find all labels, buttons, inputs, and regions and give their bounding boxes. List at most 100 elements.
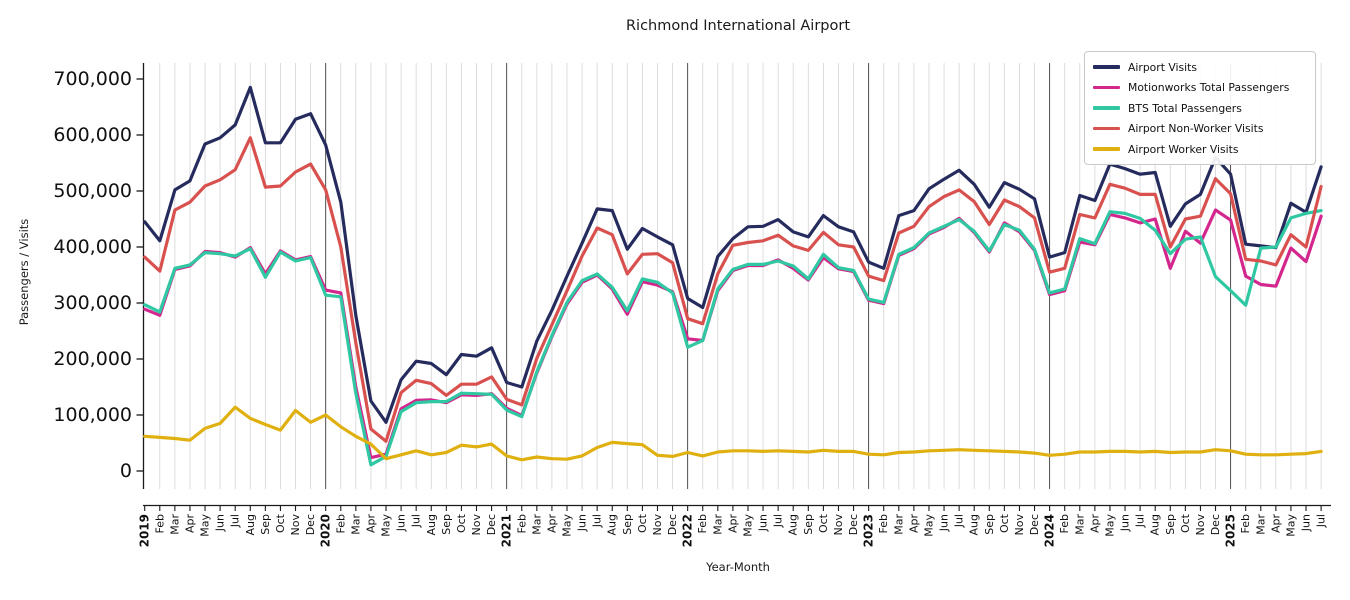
x-tick-label-month: Feb (877, 514, 890, 533)
legend: Airport Visits Motionworks Total Passenge… (1084, 51, 1316, 165)
x-tick-label-year: 2025 (1224, 514, 1238, 547)
legend-item-airport-visits: Airport Visits (1093, 60, 1305, 74)
x-tick-label-month: May (560, 514, 573, 537)
series-line-airport-visits (143, 85, 1323, 424)
y-tick-label: 100,000 (53, 404, 132, 426)
x-tick-label-year: 2019 (138, 514, 152, 547)
x-tick-label-month: Dec (1209, 514, 1222, 535)
x-tick-label-month: Jul (229, 514, 242, 528)
x-tick-label-month: Sep (621, 514, 634, 535)
series-line-airport-non-worker-visits (143, 136, 1323, 443)
x-tick-label-month: Jun (576, 514, 589, 532)
x-tick-label-month: Mar (1073, 514, 1086, 535)
legend-swatch-bts-total-passengers (1093, 106, 1120, 110)
x-tick-label-month: Mar (892, 514, 905, 535)
x-tick-label-month: Oct (636, 513, 649, 533)
x-tick-label-month: Dec (304, 514, 317, 535)
y-axis: 0 100,000 200,000 300,000 400,000 500,000 600,… (53, 63, 145, 489)
y-tick-label: 600,000 (53, 124, 132, 146)
y-tick-label: 300,000 (53, 292, 132, 314)
x-tick-label-month: May (380, 514, 393, 537)
legend-label: Airport Visits (1128, 60, 1198, 74)
x-tick-label-month: Nov (1194, 514, 1207, 536)
x-tick-label-month: Mar (711, 514, 724, 535)
x-tick-label-month: Apr (364, 514, 377, 534)
x-tick-label-month: Feb (1058, 514, 1071, 533)
x-tick-label-month: Jun (214, 514, 227, 532)
legend-item-airport-non-worker-visits: Airport Non-Worker Visits (1093, 122, 1305, 136)
x-tick-label-month: Sep (1164, 514, 1177, 535)
x-tick-label-month: May (741, 514, 754, 537)
x-tick-label-month: Jun (395, 514, 408, 532)
x-tick-label-year: 2020 (319, 514, 333, 547)
x-tick-label-month: Jul (1134, 514, 1147, 528)
series-line-bts-total-passengers (143, 209, 1323, 467)
x-tick-label-month: Apr (726, 514, 739, 534)
x-tick-label-month: Oct (817, 513, 830, 533)
x-axis-title: Year-Month (706, 560, 770, 574)
x-tick-label-month: Jul (953, 514, 966, 528)
x-tick-label-month: Mar (1254, 514, 1267, 535)
x-tick-label-month: Aug (425, 514, 438, 535)
x-tick-label-month: Dec (666, 514, 679, 535)
x-tick-label-month: Feb (153, 514, 166, 533)
x-tick-label-month: Nov (832, 514, 845, 536)
x-tick-label-month: Oct (455, 513, 468, 533)
x-tick-label-month: Jul (772, 514, 785, 528)
gridlines (159, 63, 1322, 489)
x-tick-label-month: Aug (1149, 514, 1162, 535)
x-tick-label-month: Jul (410, 514, 423, 528)
legend-label: Motionworks Total Passengers (1128, 81, 1290, 94)
x-tick-label-month: May (199, 514, 212, 537)
x-tick-label-month: Apr (545, 514, 558, 534)
x-tick-label-month: Apr (1269, 514, 1282, 534)
x-tick-label-month: Nov (651, 514, 664, 536)
legend-swatch-airport-visits (1093, 65, 1120, 69)
x-tick-label-month: May (1284, 514, 1297, 537)
legend-item-airport-worker-visits: Airport Worker Visits (1093, 142, 1305, 156)
x-tick-label-month: Aug (968, 514, 981, 535)
x-tick-label-month: Sep (440, 514, 453, 535)
y-tick-label: 400,000 (53, 236, 132, 258)
legend-swatch-airport-non-worker-visits (1093, 126, 1120, 131)
x-tick-label-month: May (922, 514, 935, 537)
x-tick-label-year: 2021 (500, 514, 514, 547)
x-tick-label-month: Apr (907, 514, 920, 534)
x-tick-label-month: Nov (1013, 514, 1026, 536)
x-axis: 2019 Feb Mar Apr May Jun Jul Aug Sep Oct Nov Dec 202… (138, 504, 1331, 547)
x-tick-label-month: Oct (1179, 513, 1192, 533)
x-tick-label-month: Mar (168, 514, 181, 535)
x-tick-label-month: Feb (696, 514, 709, 533)
x-tick-label-month: Jul (1315, 514, 1328, 528)
x-tick-label-month: May (1103, 514, 1116, 537)
y-tick-label: 0 (120, 460, 132, 482)
x-tick-label-month: Apr (183, 514, 196, 534)
y-tick-label: 700,000 (53, 68, 132, 90)
x-tick-label-month: Jul (591, 514, 604, 528)
legend-item-motionworks-total-passengers: Motionworks Total Passengers (1093, 81, 1305, 95)
series-line-airport-worker-visits (143, 405, 1323, 462)
x-tick-label-month: Nov (470, 514, 483, 536)
chart-title: Richmond International Airport (625, 18, 851, 34)
x-tick-label-month: Jun (938, 514, 951, 532)
x-tick-label-month: Oct (998, 513, 1011, 533)
x-tick-label-month: Mar (530, 514, 543, 535)
x-tick-label-month: Jun (757, 514, 770, 532)
x-tick-label-month: Aug (606, 514, 619, 535)
x-tick-label-month: Apr (1088, 514, 1101, 534)
x-tick-label-month: Feb (334, 514, 347, 533)
x-tick-label-year: 2024 (1043, 514, 1057, 547)
x-tick-label-month: Feb (515, 514, 528, 533)
y-axis-title: Passengers / Visits (17, 218, 31, 326)
legend-item-bts-total-passengers: BTS Total Passengers (1093, 101, 1305, 115)
x-tick-label-month: Aug (244, 514, 257, 535)
x-tick-label-year: 2023 (862, 514, 876, 547)
x-tick-label-month: Dec (847, 514, 860, 535)
x-tick-label-month: Sep (983, 514, 996, 535)
y-tick-label: 500,000 (53, 180, 132, 202)
x-tick-label-month: Mar (349, 514, 362, 535)
x-tick-label-month: Jun (1119, 514, 1132, 532)
x-tick-label-month: Feb (1239, 514, 1252, 533)
